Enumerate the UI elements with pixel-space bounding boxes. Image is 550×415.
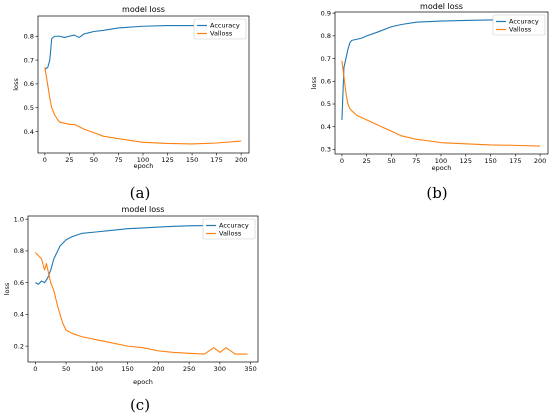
y-tick-label: 0.6 xyxy=(321,77,331,85)
x-tick-label: 50 xyxy=(90,156,98,164)
x-tick-label: 100 xyxy=(91,365,103,373)
series-line-valloss xyxy=(341,60,541,147)
x-tick-label: 300 xyxy=(214,365,226,373)
x-tick-label: 200 xyxy=(235,156,247,164)
series-line-valloss xyxy=(44,67,242,145)
x-tick-label: 250 xyxy=(183,365,195,373)
x-tick-label: 50 xyxy=(387,157,395,165)
chart-title: model loss xyxy=(420,2,463,11)
series-line-accuracy xyxy=(44,24,242,71)
series-line-accuracy xyxy=(35,224,248,285)
legend-label: Accuracy xyxy=(219,222,249,230)
x-tick-label: 150 xyxy=(121,365,133,373)
x-tick-label: 175 xyxy=(210,156,222,164)
y-tick-label: 0.8 xyxy=(321,32,331,40)
y-axis-label: loss xyxy=(310,76,318,89)
x-tick-label: 200 xyxy=(534,157,546,165)
legend-label: Accuracy xyxy=(509,18,539,26)
x-axis-label: epoch xyxy=(133,378,153,386)
x-tick-label: 125 xyxy=(161,156,173,164)
chart-title: model loss xyxy=(122,5,165,14)
chart-title: model loss xyxy=(122,205,165,214)
panel-a: model loss 0 25 50 75 100 125 150 175 200 0.4 0.5 0.… xyxy=(12,5,250,170)
y-tick-label: 0.5 xyxy=(321,100,331,108)
caption-b: (b) xyxy=(426,184,447,202)
legend-label: Valloss xyxy=(509,26,532,34)
plot-frame xyxy=(27,215,259,363)
x-tick-label: 200 xyxy=(152,365,164,373)
y-tick-label: 0.4 xyxy=(321,123,331,131)
caption-a: (a) xyxy=(130,184,151,202)
x-tick-label: 350 xyxy=(244,365,256,373)
x-tick-label: 75 xyxy=(412,157,420,165)
plot-frame xyxy=(334,11,549,155)
legend-label: Valloss xyxy=(219,230,242,238)
y-tick-label: 0.9 xyxy=(321,9,331,17)
x-tick-label: 150 xyxy=(186,156,198,164)
x-tick-label: 0 xyxy=(43,156,47,164)
y-tick-label: 0.8 xyxy=(24,32,34,40)
y-tick-label: 0.4 xyxy=(14,311,24,319)
y-tick-label: 0.6 xyxy=(24,80,34,88)
legend-label: Accuracy xyxy=(210,22,240,30)
panel-b: model loss 0 25 50 75 100 125 150 175 200 0.3 0.4 0.… xyxy=(310,2,549,172)
x-tick-label: 25 xyxy=(363,157,371,165)
caption-c: (c) xyxy=(130,396,150,414)
x-tick-label: 100 xyxy=(435,157,447,165)
x-tick-label: 100 xyxy=(137,156,149,164)
x-tick-label: 150 xyxy=(484,157,496,165)
x-tick-label: 50 xyxy=(62,365,70,373)
y-tick-label: 0.8 xyxy=(14,247,24,255)
y-axis-label: loss xyxy=(12,78,20,91)
x-tick-label: 0 xyxy=(33,365,37,373)
y-tick-label: 0.4 xyxy=(24,128,34,136)
series-line-accuracy xyxy=(341,18,541,120)
x-axis-label: epoch xyxy=(432,164,452,172)
y-tick-label: 0.6 xyxy=(14,279,24,287)
x-axis-label: epoch xyxy=(134,162,154,170)
plot-frame xyxy=(37,15,250,154)
series-line-valloss xyxy=(34,252,248,355)
panel-c: model loss 0 50 100 150 200 250 300 350 0.2 0.4 0.6… xyxy=(3,205,259,386)
x-tick-label: 25 xyxy=(65,156,73,164)
y-tick-label: 0.7 xyxy=(321,55,331,63)
y-tick-label: 0.7 xyxy=(24,56,34,64)
legend-label: Valloss xyxy=(210,30,233,38)
x-tick-label: 75 xyxy=(114,156,122,164)
y-tick-label: 0.5 xyxy=(24,104,34,112)
y-tick-label: 1.0 xyxy=(14,215,24,223)
y-axis-label: loss xyxy=(3,282,11,295)
x-tick-label: 125 xyxy=(460,157,472,165)
y-tick-label: 0.2 xyxy=(14,342,24,350)
y-tick-label: 0.3 xyxy=(321,146,331,154)
x-tick-label: 0 xyxy=(340,157,344,165)
x-tick-label: 175 xyxy=(509,157,521,165)
